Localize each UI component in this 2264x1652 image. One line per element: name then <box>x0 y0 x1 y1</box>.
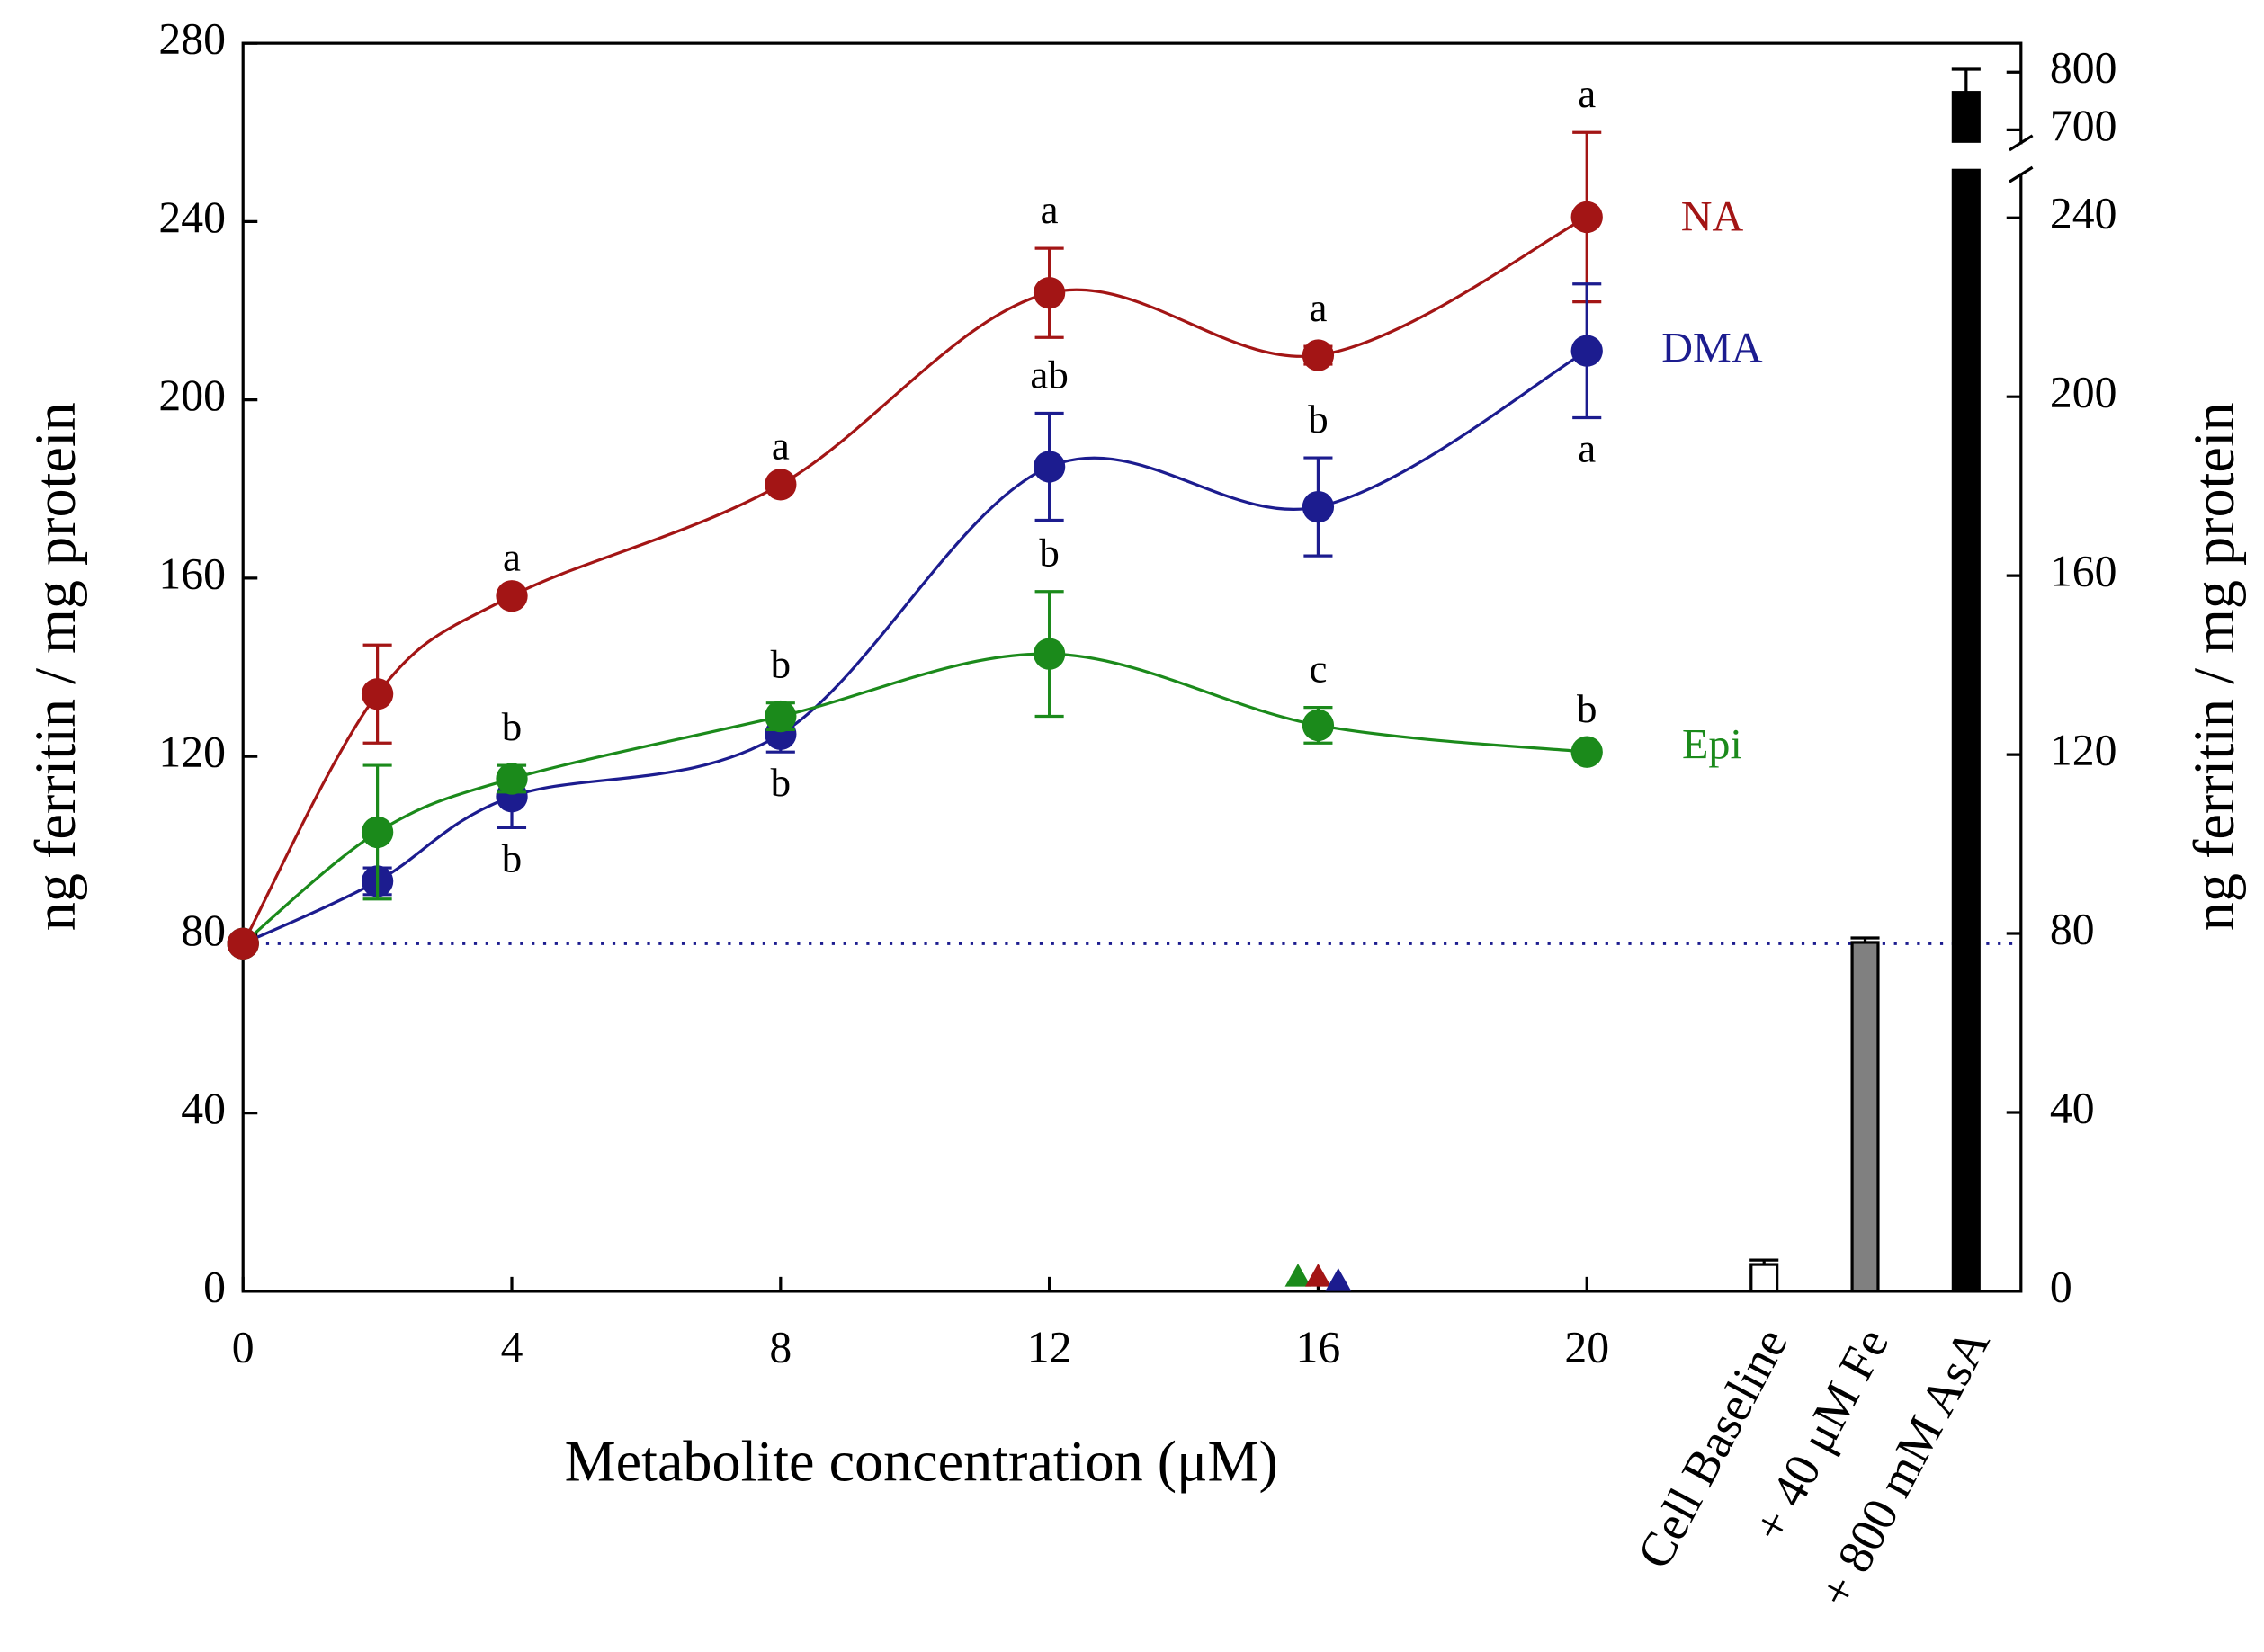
x-tick-label: 12 <box>1027 1323 1072 1372</box>
axis-break <box>2009 134 2034 152</box>
data-point <box>765 700 797 733</box>
significance-letter: a <box>503 535 521 580</box>
lod-marker <box>1325 1267 1352 1291</box>
data-point <box>227 927 259 960</box>
y-tick-label: 280 <box>158 14 226 64</box>
y2-tick-label: 700 <box>2050 101 2117 150</box>
x-axis-title: Metabolite concentration (μM) <box>565 1429 1278 1493</box>
lod-marker <box>1284 1263 1311 1287</box>
error-bar <box>1951 67 1981 93</box>
series-label: NA <box>1681 193 1744 241</box>
significance-letter: b <box>502 704 522 749</box>
significance-letter: a <box>1309 285 1327 330</box>
x-tick-label: 4 <box>501 1323 523 1372</box>
y2-tick-label: 800 <box>2050 43 2117 93</box>
axis-break <box>2009 165 2034 183</box>
data-point <box>765 469 797 501</box>
significance-letter: a <box>1578 71 1596 116</box>
y-tick-label: 200 <box>158 371 226 420</box>
y-tick-label: 160 <box>158 549 226 598</box>
x-tick-label: 0 <box>232 1323 255 1372</box>
y2-tick-label: 240 <box>2050 189 2117 238</box>
significance-letter: c <box>1309 646 1327 691</box>
y2-tick-label: 0 <box>2050 1262 2072 1311</box>
significance-letter: b <box>771 760 791 805</box>
y2-tick-label: 200 <box>2050 368 2117 417</box>
bar <box>1749 1263 1779 1293</box>
y2-tick-label: 120 <box>2050 725 2117 774</box>
bar <box>1951 91 1981 143</box>
data-point <box>1570 201 1603 234</box>
series-label: DMA <box>1661 325 1763 372</box>
y2-tick-label: 40 <box>2050 1083 2095 1132</box>
lod-marker <box>1304 1263 1331 1287</box>
y-axis-title: ng ferritin / mg protein <box>23 402 87 931</box>
axis-break-gap <box>2015 144 2027 174</box>
data-point <box>496 580 528 612</box>
error-bar <box>1749 1258 1779 1265</box>
significance-letter: b <box>1577 686 1597 731</box>
significance-letter: b <box>502 835 522 880</box>
data-point <box>1302 339 1335 371</box>
series-line <box>242 652 1588 945</box>
x-tick-label: 20 <box>1564 1323 1609 1372</box>
data-point <box>1302 709 1335 742</box>
data-point <box>361 678 394 710</box>
y-tick-label: 120 <box>158 728 226 777</box>
data-point <box>1570 736 1603 768</box>
significance-letter: b <box>771 641 791 686</box>
y-tick-label: 80 <box>181 906 226 955</box>
data-point <box>1570 335 1603 367</box>
plot-frame <box>241 41 2023 1293</box>
y-tick-label: 0 <box>203 1262 226 1311</box>
data-point <box>496 763 528 795</box>
data-point <box>1033 451 1066 483</box>
data-point <box>1033 638 1066 670</box>
significance-letter: b <box>1039 531 1059 576</box>
data-point <box>1302 490 1335 523</box>
significance-letter: ab <box>1030 352 1068 397</box>
y-tick-label: 40 <box>181 1084 226 1133</box>
bar <box>1850 941 1880 1293</box>
series-line <box>241 216 1588 945</box>
significance-letter: b <box>1308 397 1328 442</box>
significance-letter: a <box>1041 187 1059 232</box>
x-tick-label: 8 <box>769 1323 792 1372</box>
significance-letter: a <box>1578 425 1596 470</box>
series-line <box>242 349 1588 945</box>
significance-letter: a <box>772 424 790 469</box>
x-tick-label: 16 <box>1296 1323 1341 1372</box>
bar <box>1951 168 1981 1293</box>
data-point <box>361 816 394 849</box>
y2-tick-label: 80 <box>2050 904 2095 953</box>
y-tick-label: 240 <box>158 192 226 242</box>
series-label: Epi <box>1682 721 1742 769</box>
y2-tick-label: 160 <box>2050 547 2117 596</box>
y2-axis-title: ng ferritin / mg protein <box>2182 402 2246 931</box>
error-bar <box>1850 936 1880 942</box>
data-point <box>1033 277 1066 309</box>
